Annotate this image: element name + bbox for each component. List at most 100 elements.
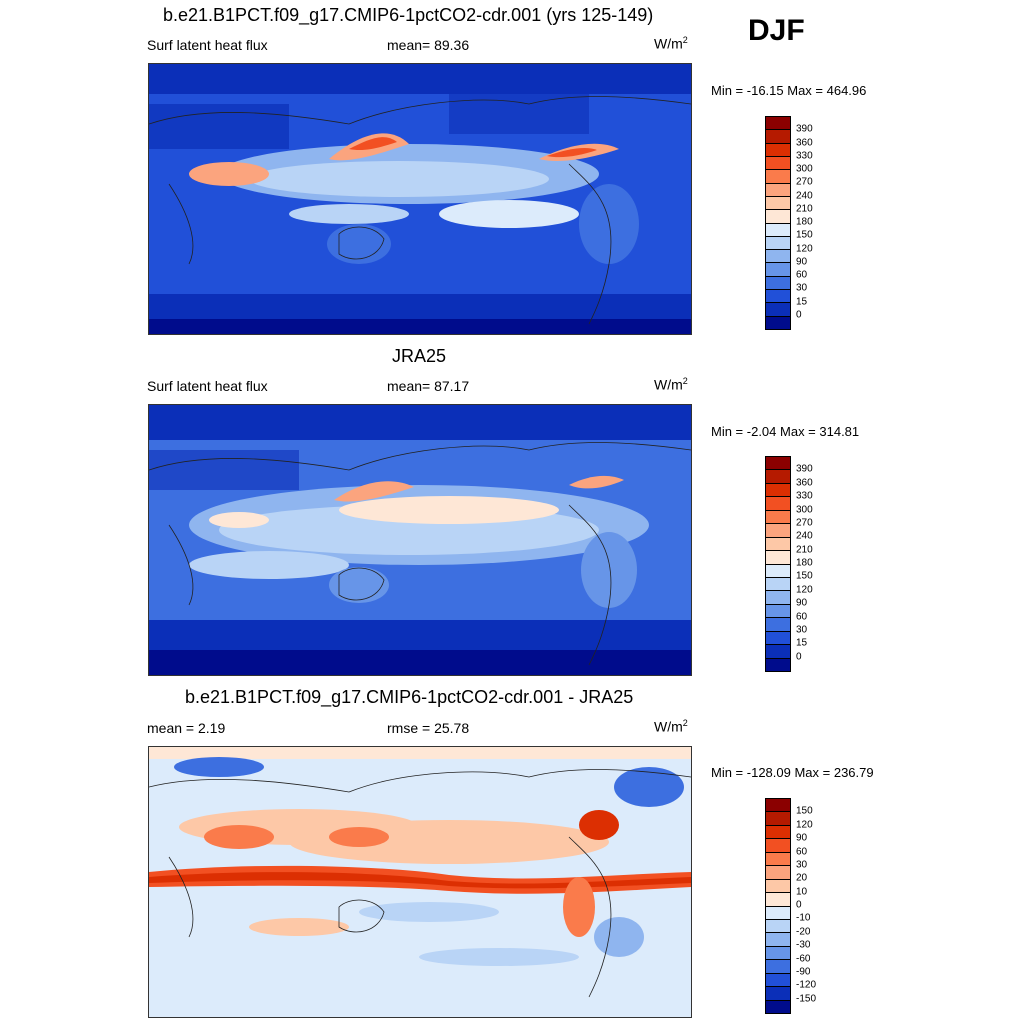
colorbar-swatch (766, 564, 790, 578)
colorbar-tick-label: 30 (796, 624, 808, 636)
panel-1-minmax: Min = -16.15 Max = 464.96 (711, 83, 867, 98)
panel-3-map (148, 746, 692, 1018)
colorbar-tick-label: 300 (796, 504, 813, 515)
colorbar-tick-label: 270 (796, 176, 813, 188)
colorbar-tick-label: 120 (796, 819, 813, 831)
colorbar-tick-label: 0 (796, 899, 802, 911)
panel-3-minmax: Min = -128.09 Max = 236.79 (711, 765, 874, 780)
panel-1-variable-label: Surf latent heat flux (147, 37, 268, 53)
season-label: DJF (748, 14, 805, 47)
colorbar-tick-label: 300 (796, 163, 813, 175)
panel-2-minmax: Min = -2.04 Max = 314.81 (711, 424, 860, 439)
colorbar-tick-label: 90 (796, 597, 808, 609)
colorbar-tick-label: 60 (796, 611, 808, 622)
colorbar-tick-label: 15 (796, 637, 808, 649)
colorbar-tick-label: 60 (796, 269, 808, 281)
colorbar-swatch (766, 645, 790, 659)
colorbar-tick-label: 10 (796, 886, 808, 898)
colorbar-swatch (766, 879, 790, 894)
panel-2-colorbar (765, 456, 791, 672)
colorbar-swatch (766, 316, 790, 329)
colorbar-tick-label: 270 (796, 517, 813, 529)
colorbar-tick-label: -30 (796, 939, 811, 951)
colorbar-swatch (766, 276, 790, 291)
colorbar-swatch (766, 210, 790, 224)
colorbar-swatch (766, 866, 790, 880)
panel-1-colorbar-labels: 390 360 330 300 270 240 210 180 150 120 90 60 30 15 0 (796, 116, 856, 328)
colorbar-tick-label: 15 (796, 296, 808, 307)
panel-2-colorbar-labels: 390 360 330 300 270 240 210 180 150 120 90 60 30 15 0 (796, 456, 856, 670)
colorbar-swatch (766, 156, 790, 171)
colorbar-swatch (766, 537, 790, 552)
colorbar-swatch (766, 631, 790, 646)
colorbar-tick-label: 120 (796, 243, 813, 254)
colorbar-swatch (766, 170, 790, 184)
colorbar-swatch (766, 130, 790, 144)
colorbar-swatch (766, 263, 790, 277)
colorbar-swatch (766, 960, 790, 974)
colorbar-swatch (766, 143, 790, 157)
colorbar-tick-label: 390 (796, 463, 813, 475)
colorbar-tick-label: -90 (796, 966, 811, 978)
colorbar-swatch (766, 524, 790, 538)
panel-2-title: JRA25 (392, 346, 447, 366)
colorbar-tick-label: 210 (796, 203, 813, 215)
colorbar-swatch (766, 906, 790, 920)
colorbar-swatch (766, 551, 790, 565)
colorbar-swatch (766, 510, 790, 525)
colorbar-swatch (766, 303, 790, 317)
panel-3-unit-label: W/m2 (654, 718, 688, 735)
colorbar-swatch (766, 290, 790, 304)
colorbar-tick-label: 240 (796, 530, 813, 542)
panel-1-map (148, 63, 692, 335)
panel-1-mean-label: mean= 89.36 (387, 37, 470, 53)
panel-3-colorbar (765, 798, 791, 1014)
colorbar-swatch (766, 1000, 790, 1013)
colorbar-swatch (766, 591, 790, 605)
colorbar-tick-label: 360 (796, 137, 813, 148)
colorbar-tick-label: -20 (796, 926, 811, 938)
colorbar-swatch (766, 893, 790, 907)
colorbar-swatch (766, 825, 790, 840)
panel-2-mean-label: mean= 87.17 (387, 378, 470, 394)
colorbar-tick-label: -10 (796, 912, 811, 924)
colorbar-swatch (766, 852, 790, 867)
panel-3-mean-label: mean = 2.19 (147, 720, 226, 736)
colorbar-tick-label: 150 (796, 805, 813, 817)
colorbar-swatch (766, 604, 790, 619)
colorbar-swatch (766, 973, 790, 988)
colorbar-tick-label: 360 (796, 477, 813, 489)
colorbar-swatch (766, 223, 790, 237)
panel-1-title: b.e21.B1PCT.f09_g17.CMIP6-1pctCO2-cdr.00… (163, 5, 654, 25)
colorbar-tick-label: 150 (796, 570, 813, 582)
panel-3-rmse-label: rmse = 25.78 (387, 720, 470, 736)
colorbar-swatch (766, 497, 790, 511)
colorbar-tick-label: 180 (796, 216, 813, 228)
colorbar-swatch (766, 919, 790, 934)
colorbar-tick-label: -150 (796, 993, 817, 1005)
colorbar-swatch (766, 987, 790, 1001)
colorbar-tick-label: 30 (796, 859, 808, 871)
colorbar-swatch (766, 946, 790, 961)
colorbar-tick-label: 150 (796, 229, 813, 241)
colorbar-swatch (766, 799, 790, 813)
panel-2-unit-label: W/m2 (654, 376, 688, 393)
colorbar-tick-label: 20 (796, 872, 808, 884)
colorbar-swatch (766, 457, 790, 471)
colorbar-tick-label: -60 (796, 953, 811, 964)
panel-2-map (148, 404, 692, 676)
colorbar-swatch (766, 658, 790, 671)
colorbar-tick-label: 0 (796, 309, 802, 321)
colorbar-swatch (766, 250, 790, 264)
panel-1-colorbar (765, 116, 791, 330)
colorbar-swatch (766, 812, 790, 826)
colorbar-tick-label: 90 (796, 832, 808, 844)
colorbar-tick-label: 240 (796, 190, 813, 201)
colorbar-swatch (766, 933, 790, 947)
colorbar-tick-label: 390 (796, 123, 813, 135)
colorbar-tick-label: 330 (796, 150, 813, 162)
colorbar-tick-label: 30 (796, 282, 808, 294)
colorbar-tick-label: 330 (796, 490, 813, 502)
colorbar-tick-label: 210 (796, 544, 813, 556)
colorbar-swatch (766, 196, 790, 211)
